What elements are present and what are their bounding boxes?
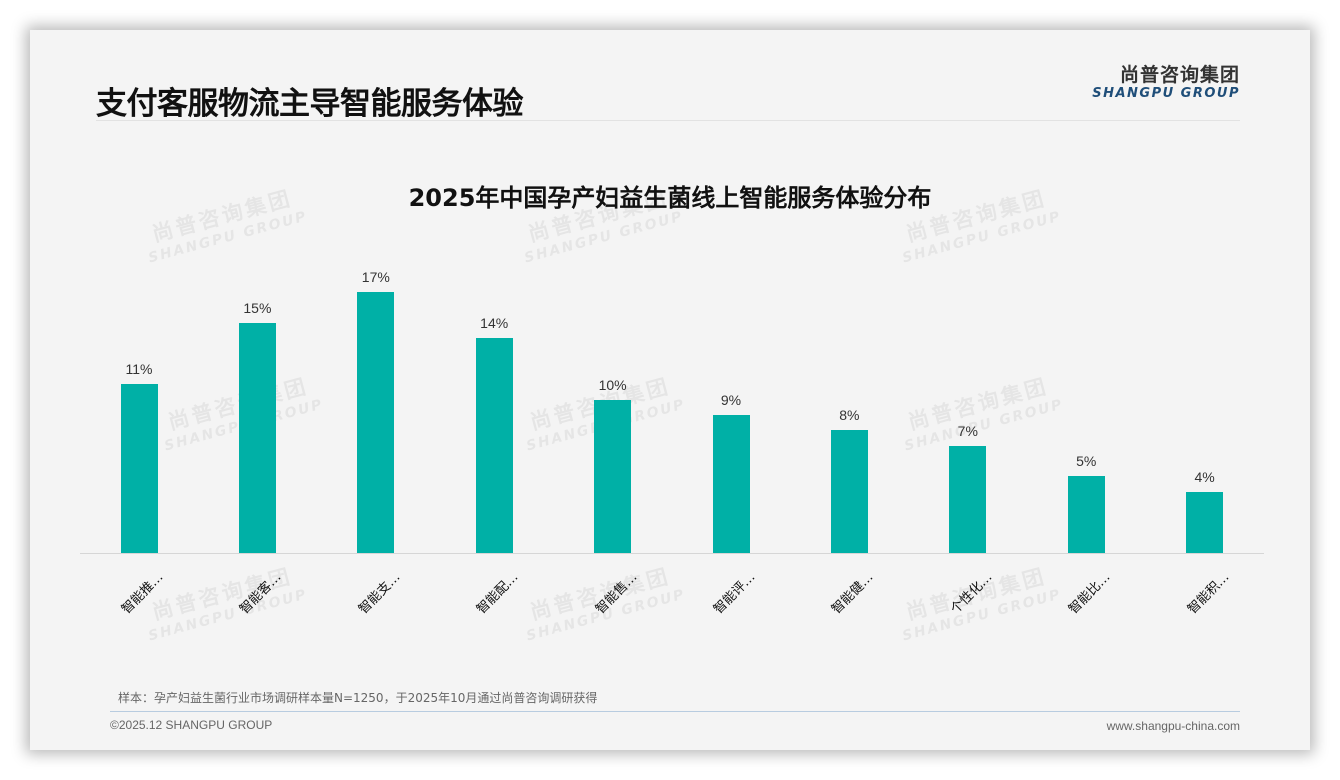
category-label: 智能健… [829,569,877,618]
website-link[interactable]: www.shangpu-china.com [1106,719,1240,733]
category-label: 智能评… [711,569,759,618]
category-label: 个性化… [947,569,996,618]
category-label: 智能比… [1066,569,1114,618]
footer-divider [110,711,1240,712]
bar-chart: 11% 智能推… 15% 智能客… 17% 智能支… 14% 智能配… 10% 智能售… 9% 智能评… [30,30,1310,750]
bar-value-label: 10% [598,376,627,393]
bar [712,414,750,553]
category-label: 智能售… [592,569,641,618]
bar [1067,476,1105,553]
bar [1186,491,1224,553]
sample-note: 样本：孕产妇益生菌行业市场调研样本量N=1250，于2025年10月通过尚普咨询… [118,691,598,705]
bar [475,338,513,553]
title-divider [96,120,1240,121]
bar [357,292,395,553]
logo-english-text: SHANGPU GROUP [1092,86,1240,101]
bar [120,384,158,553]
bar-value-label: 17% [361,269,390,286]
copyright-text: ©2025.12 SHANGPU GROUP [110,718,273,732]
logo-chinese-text: 尚普咨询集团 [1119,64,1240,86]
bar-value-label: 7% [957,422,978,439]
bar-value-label: 5% [1076,453,1097,470]
category-label: 智能客… [237,569,285,618]
category-label: 智能积… [1184,569,1233,618]
bar-value-label: 14% [480,315,509,332]
bar-value-label: 8% [839,407,860,424]
bar [238,322,276,553]
x-axis-line [80,553,1264,554]
bar [594,399,632,553]
category-label: 智能支… [355,569,404,618]
bar-value-label: 11% [125,361,153,378]
slide: 支付客服物流主导智能服务体验 尚普咨询集团 SHANGPU GROUP 尚普咨询… [30,30,1310,750]
bar-value-label: 9% [720,391,742,408]
chart-title: 2025年中国孕产妇益生菌线上智能服务体验分布 [408,184,932,212]
category-label: 智能配… [474,569,522,618]
bar [830,430,868,553]
bar-value-label: 4% [1194,468,1215,485]
bar-value-label: 15% [243,299,272,316]
category-label: 智能推… [119,569,167,618]
company-logo: 尚普咨询集团 SHANGPU GROUP [1088,64,1240,102]
page-title: 支付客服物流主导智能服务体验 [96,86,524,122]
bar [949,445,987,553]
